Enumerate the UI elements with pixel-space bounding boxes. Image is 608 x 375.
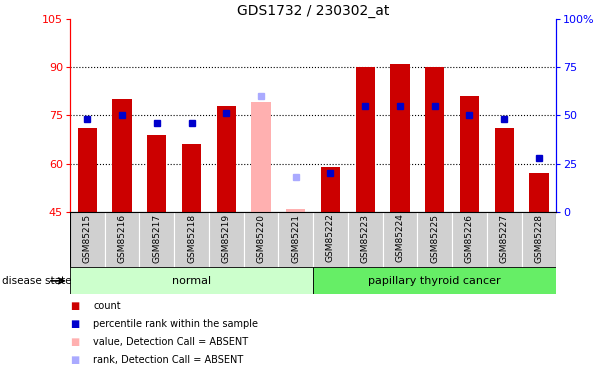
Text: percentile rank within the sample: percentile rank within the sample (93, 319, 258, 328)
Text: GSM85222: GSM85222 (326, 214, 335, 262)
Bar (356, 67, 375, 212)
Text: rank, Detection Call = ABSENT: rank, Detection Call = ABSENT (93, 355, 243, 364)
Text: GSM85221: GSM85221 (291, 214, 300, 262)
Bar (460, 96, 479, 212)
Bar (78, 128, 97, 212)
Bar (209, 212, 244, 268)
Bar (139, 212, 174, 268)
Bar (216, 106, 236, 212)
Bar (530, 173, 548, 212)
Bar (425, 67, 444, 212)
Text: GSM85226: GSM85226 (465, 214, 474, 262)
Bar (182, 144, 201, 212)
Bar (348, 212, 382, 268)
Bar (382, 212, 417, 268)
Text: normal: normal (172, 276, 211, 286)
Text: GSM85228: GSM85228 (534, 214, 544, 262)
Bar (70, 212, 105, 268)
Bar (390, 64, 410, 212)
Bar (522, 212, 556, 268)
Text: GSM85217: GSM85217 (152, 214, 161, 263)
Bar (105, 212, 139, 268)
Text: GSM85225: GSM85225 (430, 214, 439, 262)
Text: ■: ■ (70, 337, 79, 346)
Text: ■: ■ (70, 301, 79, 310)
Bar (286, 209, 305, 212)
Text: value, Detection Call = ABSENT: value, Detection Call = ABSENT (93, 337, 248, 346)
Text: GSM85224: GSM85224 (395, 214, 404, 262)
Text: GSM85223: GSM85223 (361, 214, 370, 262)
Text: GSM85215: GSM85215 (83, 214, 92, 263)
Bar (321, 167, 340, 212)
Bar (174, 212, 209, 268)
Bar (278, 212, 313, 268)
Bar (252, 102, 271, 212)
Text: GSM85218: GSM85218 (187, 214, 196, 263)
Text: disease state: disease state (2, 276, 71, 286)
Text: GSM85216: GSM85216 (117, 214, 126, 263)
Bar (313, 267, 556, 294)
Text: count: count (93, 301, 120, 310)
Text: GSM85219: GSM85219 (222, 214, 231, 263)
Bar (495, 128, 514, 212)
Text: ■: ■ (70, 355, 79, 364)
Bar (147, 135, 167, 212)
Text: GSM85220: GSM85220 (257, 214, 266, 262)
Text: papillary thyroid cancer: papillary thyroid cancer (368, 276, 501, 286)
Text: ■: ■ (70, 319, 79, 328)
Bar (112, 99, 131, 212)
Bar (487, 212, 522, 268)
Bar (244, 212, 278, 268)
Bar (417, 212, 452, 268)
Bar (70, 267, 313, 294)
Text: GSM85227: GSM85227 (500, 214, 509, 262)
Bar (452, 212, 487, 268)
Bar (313, 212, 348, 268)
Title: GDS1732 / 230302_at: GDS1732 / 230302_at (237, 4, 389, 18)
